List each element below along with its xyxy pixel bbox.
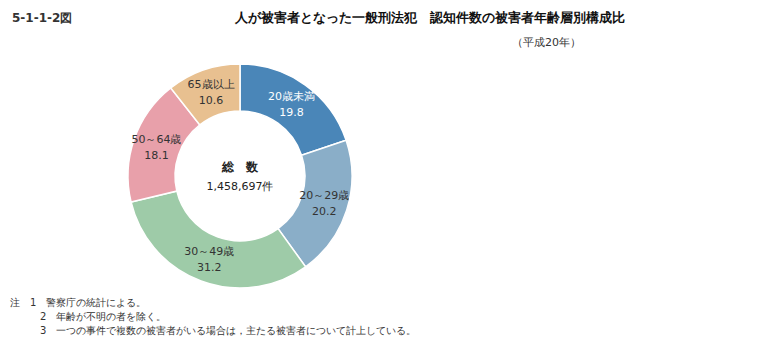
figure-label: 5-1-1-2図 [12,11,72,25]
category-label: 50～64歳 [131,133,181,146]
slice-labels: 20歳未満 19.8 20～29歳 20.2 30～49歳 31.2 50～64歳 18.1 6… [131,78,349,274]
data-label: 20.2 [312,205,337,218]
title: 人が被害者となった一般刑法犯 認知件数の被害者年齢層別構成比 [234,10,625,25]
chart: 5-1-1-2図 人が被害者となった一般刑法犯 認知件数の被害者年齢層別構成比 （平… [0,0,759,346]
slice [171,64,240,125]
data-label: 18.1 [144,149,169,162]
note: 2 年齢が不明の者を除く。 [30,311,166,322]
category-label: 65歳以上 [188,78,235,91]
center-label: 総 数 [221,160,259,174]
slice [131,191,306,288]
subtitle: （平成20年） [512,36,581,49]
center-label: 1,458,697件 [207,180,274,193]
category-label: 20歳未満 [268,90,315,103]
data-label: 19.8 [279,106,304,119]
note: 3 一つの事件で複数の被害者がいる場合は，主たる被害者について計上している。 [30,325,416,336]
slice [240,64,346,155]
data-label: 31.2 [197,261,222,274]
data-label: 10.6 [199,94,224,107]
category-label: 30～49歳 [184,245,234,258]
donut [128,64,352,288]
note: 注 1 警察庁の統計による。 [10,297,146,308]
category-label: 20～29歳 [299,189,349,202]
